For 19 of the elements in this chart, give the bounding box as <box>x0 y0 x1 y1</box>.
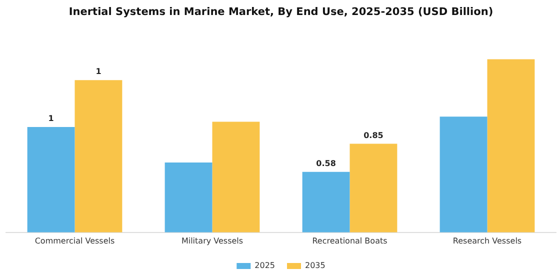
data-label: 0.85 <box>364 130 384 140</box>
data-label: 0.58 <box>316 158 336 168</box>
x-tick-label: Recreational Boats <box>312 236 388 246</box>
bar <box>164 162 212 232</box>
bar <box>302 172 350 232</box>
x-tick-label: Research Vessels <box>452 236 522 246</box>
data-label: 1 <box>48 114 54 124</box>
bar <box>212 122 260 232</box>
bar <box>74 80 122 232</box>
x-tick-label: Military Vessels <box>181 236 244 246</box>
bar <box>27 127 75 232</box>
chart-title: Inertial Systems in Marine Market, By End Use, 2025-2035 (USD Billion) <box>68 6 494 18</box>
bar <box>440 116 488 232</box>
legend-label: 2035 <box>305 261 326 270</box>
data-label: 1 <box>96 67 102 76</box>
bar <box>487 59 535 232</box>
legend-label: 2025 <box>254 261 275 270</box>
bar <box>350 144 398 232</box>
x-tick-label: Commercial Vessels <box>34 236 115 246</box>
